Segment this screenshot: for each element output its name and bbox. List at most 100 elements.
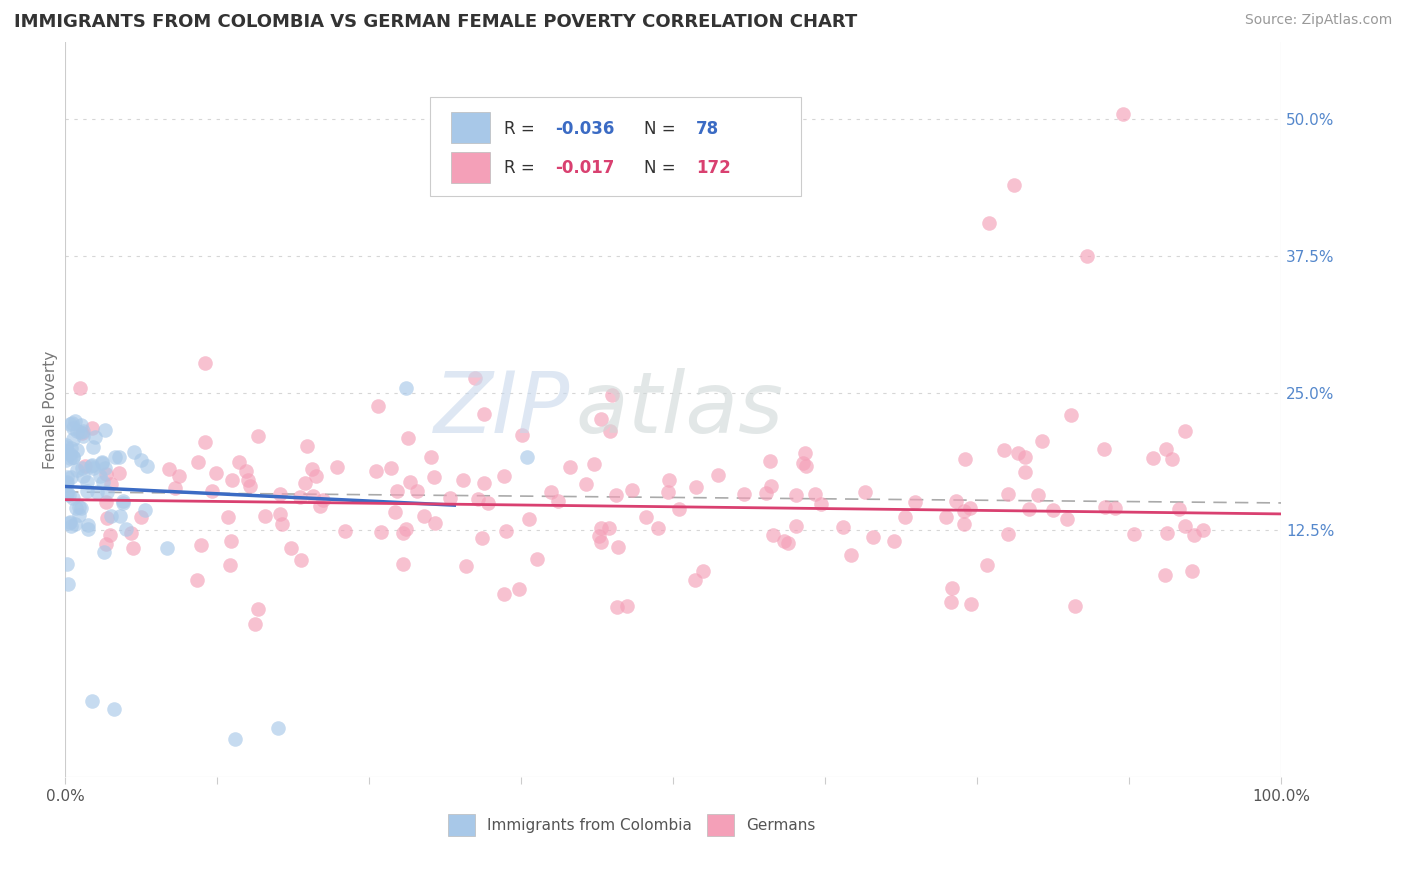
Point (406, 484, 429, 499)
Point (93, 423, 115, 437)
Point (62, 420, 84, 434)
Point (239, 478, 262, 492)
Point (108, 450, 131, 464)
Point (1060, 409, 1083, 423)
Point (472, 476, 495, 491)
Point (96, 510, 118, 524)
Point (129, 452, 152, 467)
Point (59, 451, 82, 466)
Point (1007, 446, 1029, 460)
Point (167, 469, 190, 483)
Text: Source: ZipAtlas.com: Source: ZipAtlas.com (1244, 13, 1392, 28)
Point (94, 495, 117, 509)
Point (1002, 178, 1025, 192)
Point (253, 508, 276, 523)
Point (247, 429, 270, 443)
Point (111, 496, 134, 510)
Point (219, 534, 242, 549)
Point (69, 381, 91, 395)
Point (945, 494, 967, 508)
Point (236, 473, 259, 487)
Point (65, 414, 87, 428)
Point (55, 438, 77, 452)
Point (367, 399, 389, 413)
Point (953, 451, 976, 466)
Point (1076, 249, 1098, 263)
Point (1026, 488, 1049, 502)
Point (785, 487, 807, 501)
Point (1104, 500, 1126, 515)
Point (395, 381, 418, 395)
Point (72, 469, 94, 483)
FancyBboxPatch shape (430, 97, 801, 196)
Text: N =: N = (644, 120, 681, 137)
Point (94, 461, 117, 475)
FancyBboxPatch shape (449, 814, 475, 837)
Point (205, 466, 228, 480)
Point (76, 475, 98, 489)
Point (683, 573, 706, 587)
Point (366, 464, 388, 478)
Point (65, 462, 87, 476)
Point (217, 509, 239, 524)
Point (589, 521, 612, 535)
Point (1156, 526, 1178, 541)
Point (56, 475, 79, 490)
Point (294, 475, 316, 490)
Point (301, 462, 323, 476)
Point (243, 617, 266, 632)
Point (134, 503, 156, 517)
Point (607, 540, 630, 554)
Point (66, 443, 89, 458)
Point (186, 573, 208, 587)
Point (392, 557, 415, 571)
Point (517, 512, 540, 526)
Point (510, 427, 533, 442)
Point (66, 424, 89, 438)
Point (56, 557, 79, 571)
Point (953, 517, 976, 532)
Point (1031, 434, 1053, 449)
Point (62, 450, 84, 464)
Point (70, 501, 93, 516)
Point (67, 500, 90, 514)
Point (588, 529, 610, 543)
Point (413, 509, 436, 524)
Point (91, 455, 114, 469)
Point (62, 491, 84, 506)
Point (398, 475, 420, 489)
Point (124, 445, 146, 459)
Point (96, 485, 118, 500)
Point (494, 587, 516, 601)
Point (55, 452, 77, 467)
Point (76, 518, 98, 533)
Point (558, 460, 581, 475)
Point (464, 371, 486, 385)
Point (384, 506, 406, 520)
Point (312, 493, 335, 508)
Point (939, 595, 962, 609)
Point (997, 487, 1019, 501)
Point (221, 473, 243, 487)
Point (423, 516, 446, 531)
Point (804, 487, 827, 501)
Text: Immigrants from Colombia: Immigrants from Colombia (486, 818, 692, 833)
Point (67, 508, 90, 522)
Point (1018, 501, 1040, 516)
Text: R =: R = (505, 159, 540, 178)
Text: 172: 172 (696, 159, 731, 178)
Point (733, 487, 755, 501)
Point (56, 487, 79, 501)
Point (526, 552, 548, 566)
Point (108, 466, 131, 480)
Point (439, 491, 461, 505)
Point (156, 541, 179, 555)
Point (395, 522, 418, 536)
Point (762, 527, 785, 541)
Point (467, 491, 489, 506)
Text: atlas: atlas (576, 368, 785, 451)
Point (120, 525, 142, 540)
Point (235, 464, 257, 478)
Point (600, 388, 623, 402)
Point (759, 479, 782, 493)
